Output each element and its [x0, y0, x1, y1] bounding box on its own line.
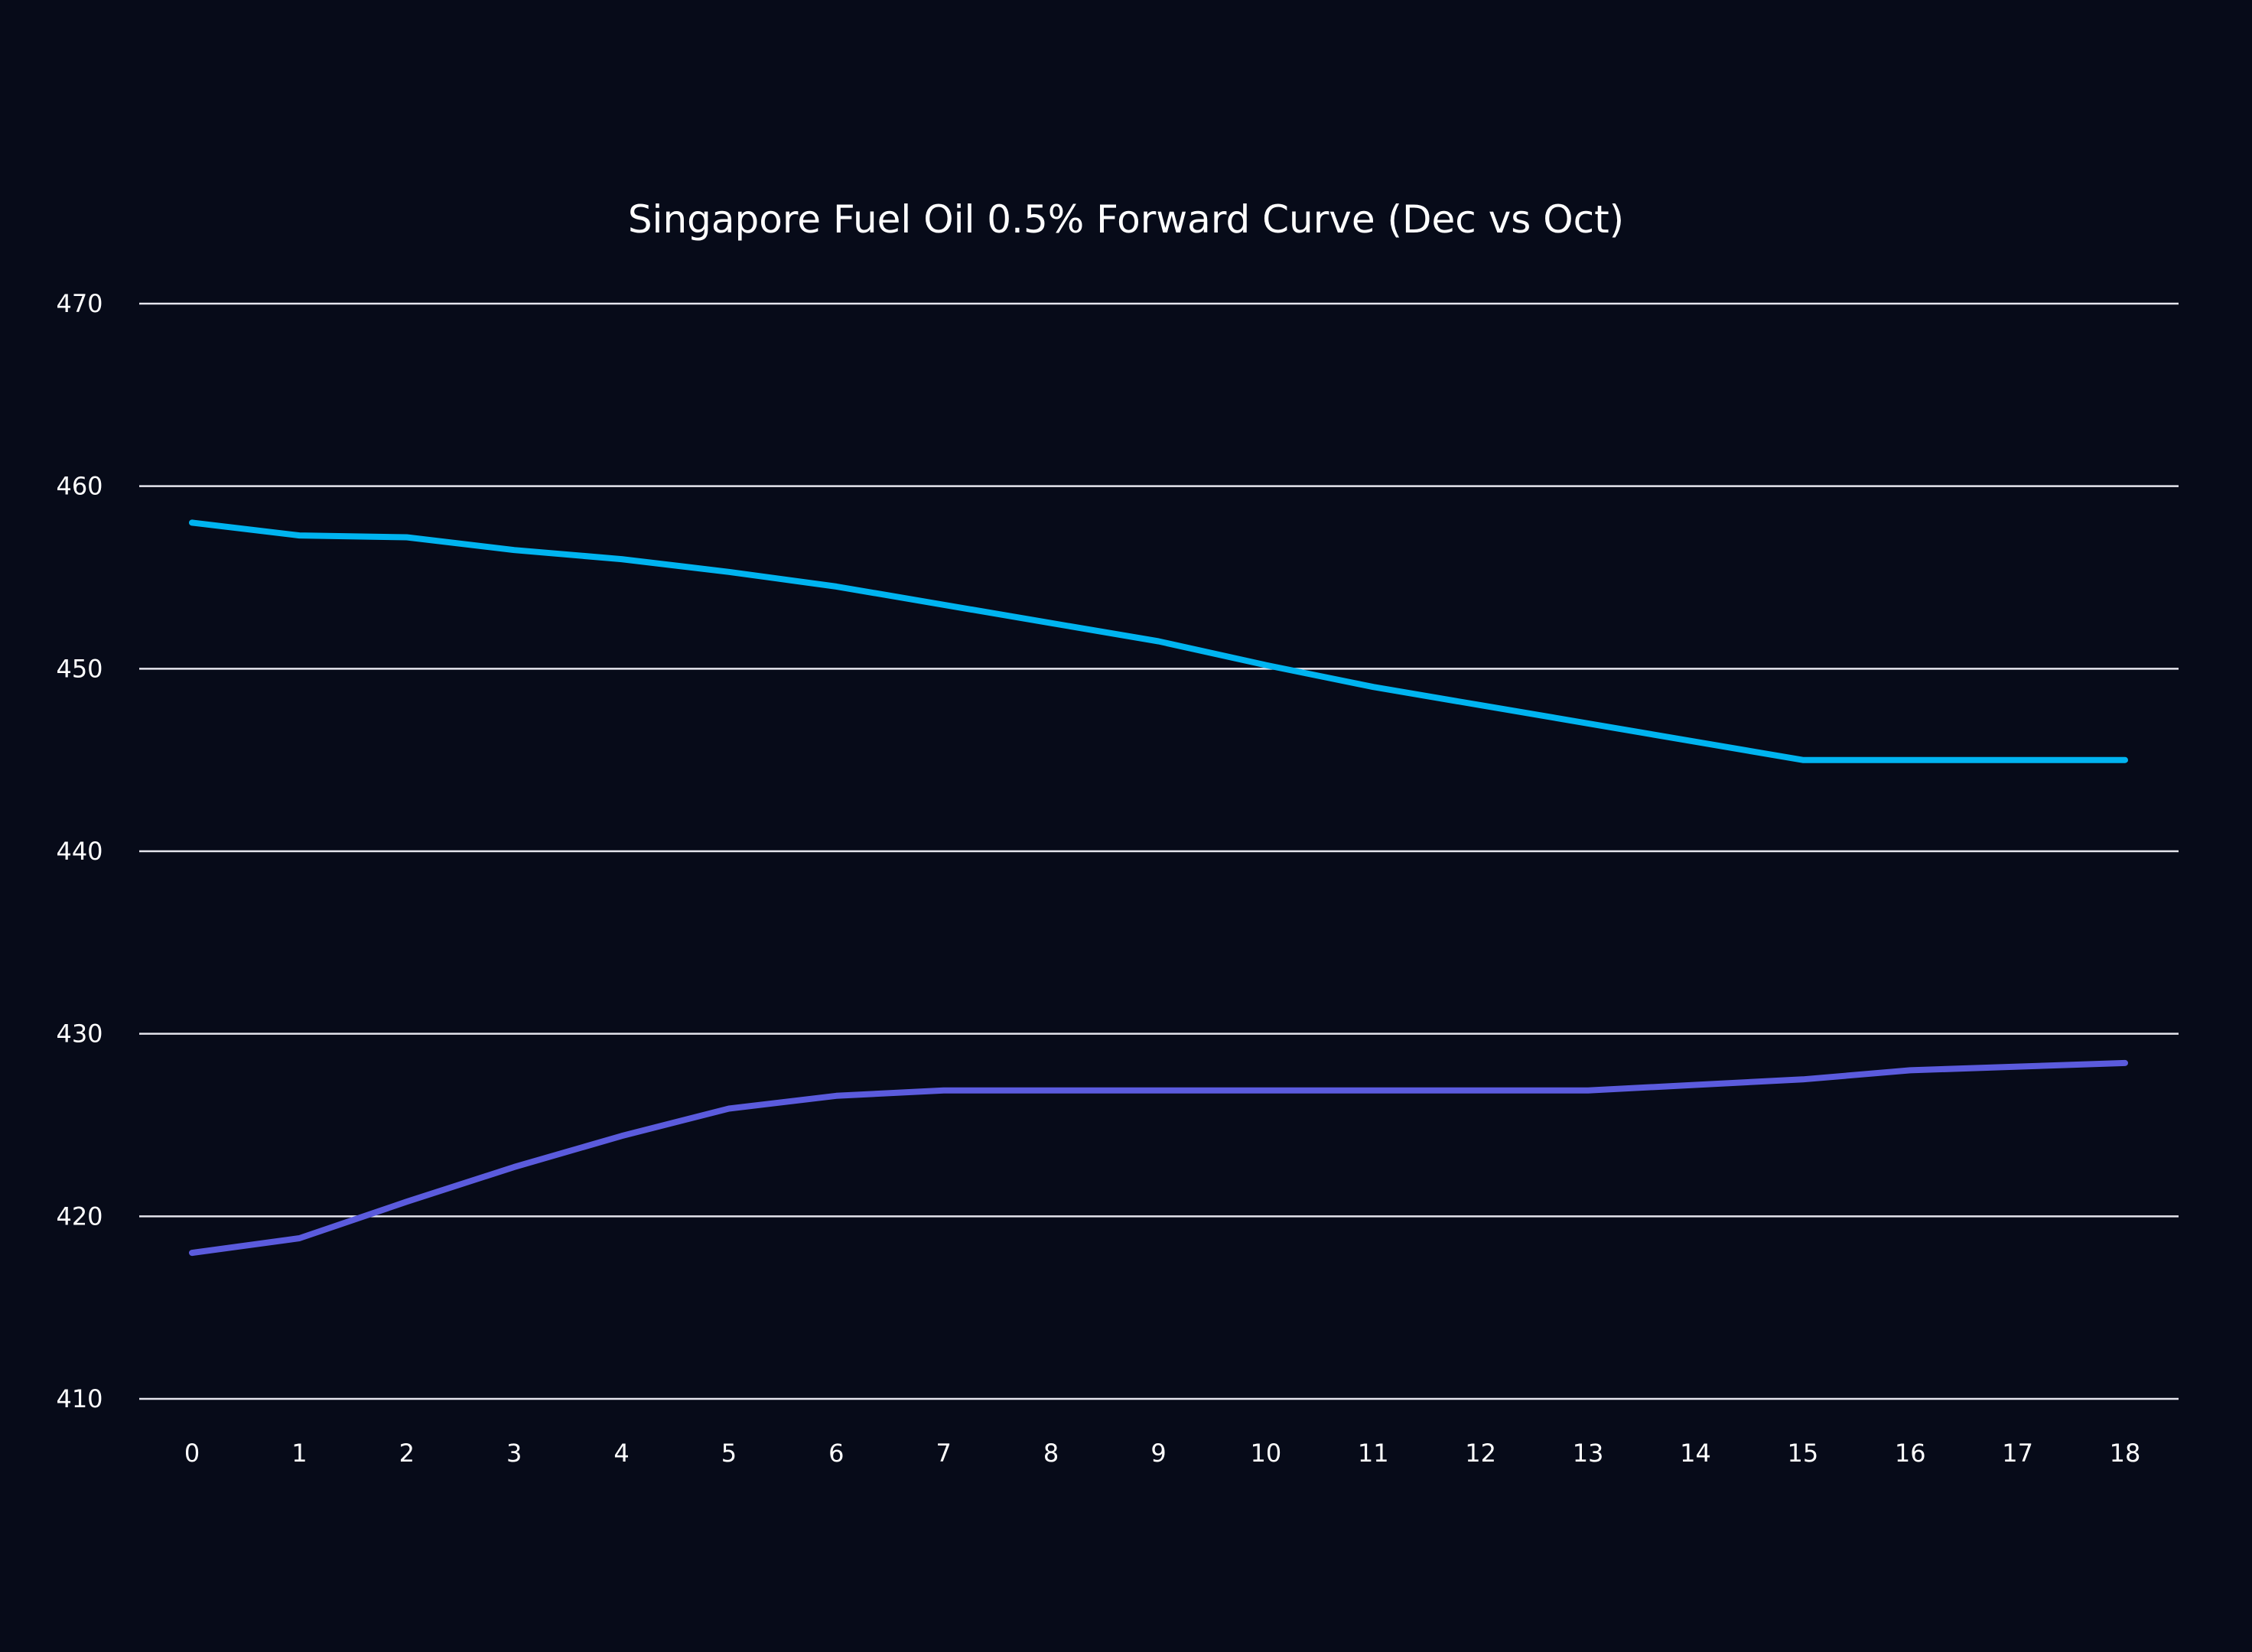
x-tick-label: 11 [1358, 1439, 1389, 1468]
gridlines [139, 302, 2179, 1400]
x-tick-label: 13 [1573, 1439, 1604, 1468]
x-tick-label: 10 [1251, 1439, 1282, 1468]
y-tick-label: 410 [56, 1384, 103, 1413]
series-lines [189, 519, 2128, 1257]
y-tick-label: 460 [56, 472, 103, 501]
x-tick-label: 15 [1787, 1439, 1818, 1468]
x-axis-tick-labels: 0 1 2 3 4 5 6 7 8 9 10 11 12 13 14 15 16 17 18 [184, 1439, 2141, 1468]
x-tick-label: 12 [1465, 1439, 1496, 1468]
y-tick-label: 470 [56, 289, 103, 318]
series-line-2 [189, 1059, 2128, 1257]
x-tick-label: 2 [399, 1439, 415, 1468]
x-tick-label: 7 [936, 1439, 952, 1468]
x-tick-label: 6 [828, 1439, 844, 1468]
chart-title: Singapore Fuel Oil 0.5% Forward Curve (D… [628, 197, 1624, 242]
x-tick-label: 16 [1895, 1439, 1926, 1468]
x-tick-label: 3 [506, 1439, 522, 1468]
x-tick-label: 17 [2002, 1439, 2033, 1468]
y-tick-label: 450 [56, 654, 103, 683]
x-tick-label: 5 [721, 1439, 737, 1468]
x-tick-label: 8 [1043, 1439, 1059, 1468]
x-tick-label: 1 [291, 1439, 307, 1468]
series-line-1 [189, 519, 2128, 763]
y-tick-label: 440 [56, 837, 103, 866]
y-tick-label: 430 [56, 1019, 103, 1049]
x-tick-label: 9 [1150, 1439, 1166, 1468]
x-tick-label: 18 [2110, 1439, 2141, 1468]
y-tick-label: 420 [56, 1202, 103, 1231]
x-tick-label: 14 [1680, 1439, 1711, 1468]
x-tick-label: 4 [613, 1439, 629, 1468]
y-axis-tick-labels: 410 420 430 440 450 460 470 [56, 289, 103, 1413]
x-tick-label: 0 [184, 1439, 200, 1468]
